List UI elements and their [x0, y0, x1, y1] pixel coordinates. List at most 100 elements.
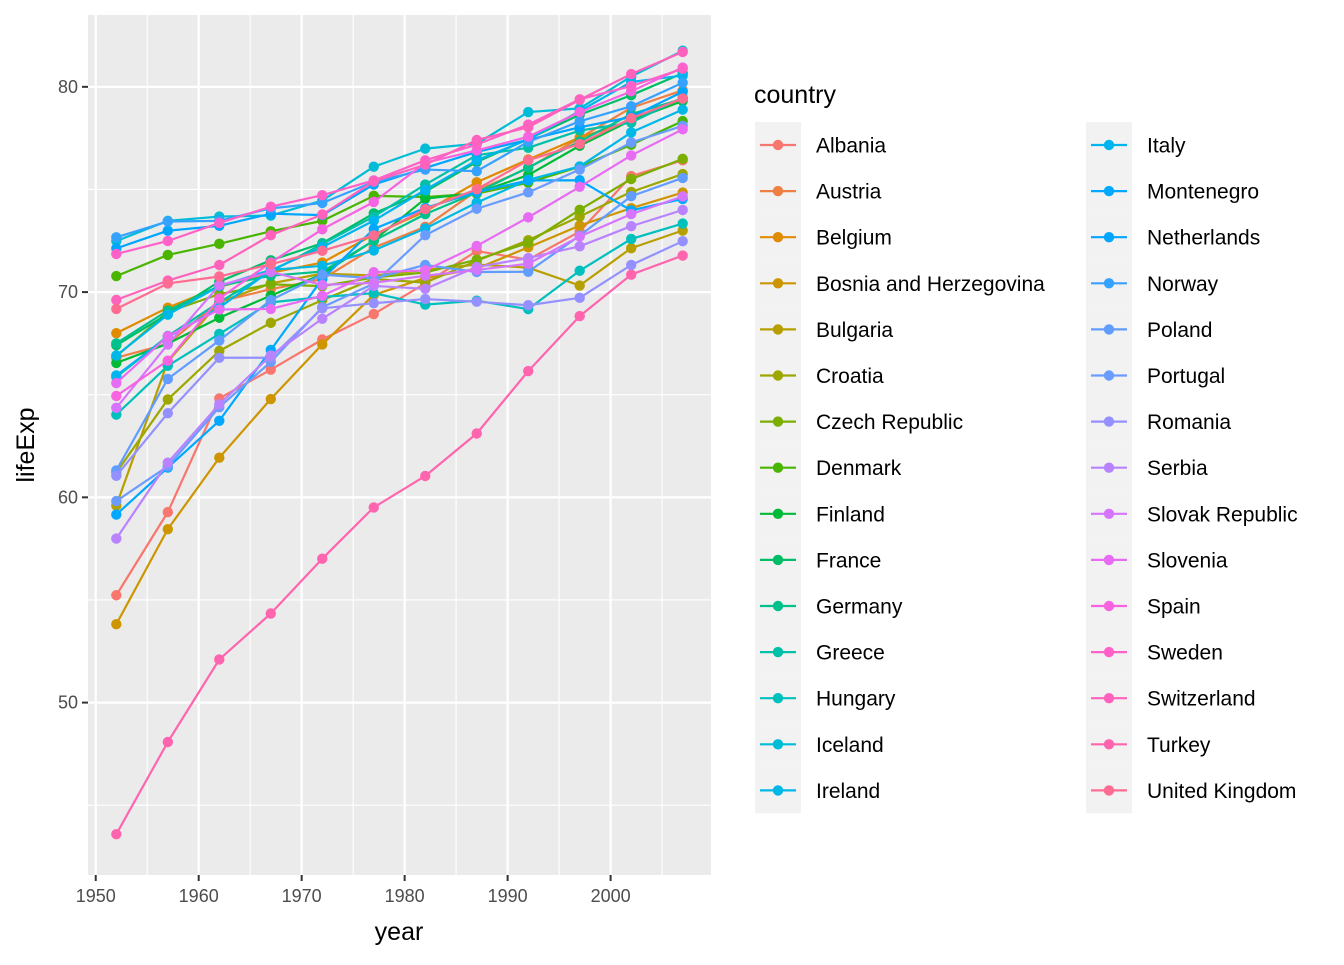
- legend: country Albania Austria Belgium Bosnia and …: [754, 81, 1298, 814]
- series-line: [115, 66, 684, 397]
- data-point: [523, 212, 534, 223]
- data-point: [471, 155, 482, 166]
- data-point: [111, 590, 122, 601]
- data-point: [162, 339, 174, 350]
- data-point: [162, 394, 174, 405]
- series-line: [115, 222, 683, 416]
- data-point: [471, 203, 482, 214]
- legend-label: Albania: [816, 135, 886, 158]
- series-line: [115, 49, 684, 243]
- data-point: [162, 523, 174, 535]
- series-line: [116, 67, 684, 255]
- legend-label: Bosnia and Herzegovina: [816, 273, 1045, 296]
- data-point: [111, 470, 122, 481]
- legend-label: Romania: [1147, 411, 1231, 434]
- legend-item: Denmark: [755, 444, 902, 491]
- legend-key-point: [772, 693, 784, 704]
- legend-item: Serbia: [1086, 444, 1208, 491]
- data-point: [111, 303, 122, 315]
- data-point: [574, 292, 585, 304]
- series-line: [115, 72, 684, 347]
- series-line: [115, 179, 683, 516]
- series-romania: [111, 235, 688, 481]
- legend-label: Bulgaria: [816, 319, 893, 342]
- series-line: [115, 74, 683, 377]
- data-point: [162, 309, 174, 320]
- data-point: [265, 303, 276, 315]
- data-point: [625, 269, 637, 280]
- legend-item: Slovak Republic: [1086, 490, 1298, 537]
- legend-key-point: [1103, 278, 1115, 289]
- legend-key-point: [1103, 416, 1115, 427]
- legend-item: Poland: [1086, 306, 1212, 353]
- x-tick-label: 1970: [282, 886, 322, 906]
- legend-item: France: [755, 536, 881, 583]
- data-point: [162, 407, 174, 419]
- legend-item: Sweden: [1086, 629, 1223, 676]
- data-point: [317, 209, 328, 220]
- data-point: [471, 428, 482, 439]
- data-point: [265, 279, 276, 290]
- data-point: [265, 317, 276, 329]
- data-point: [625, 173, 637, 185]
- data-point: [471, 296, 482, 307]
- data-point: [574, 181, 585, 192]
- data-point: [471, 134, 482, 146]
- data-point: [111, 370, 122, 381]
- data-point: [214, 293, 225, 304]
- data-point: [111, 232, 122, 243]
- y-axis-title: lifeExp: [12, 407, 40, 482]
- data-point: [574, 138, 585, 150]
- data-point: [368, 297, 379, 309]
- data-point: [523, 106, 534, 118]
- data-point: [420, 265, 431, 276]
- data-point: [677, 93, 688, 104]
- legend-label: Turkey: [1147, 734, 1211, 757]
- data-point: [111, 509, 122, 520]
- legend-label: Switzerland: [1147, 688, 1256, 711]
- series-turkey: [111, 250, 688, 840]
- data-point: [471, 264, 482, 276]
- data-point: [265, 266, 276, 278]
- data-point: [111, 327, 122, 339]
- data-point: [523, 155, 534, 166]
- legend-key-point: [772, 232, 784, 243]
- data-point: [368, 161, 379, 172]
- legend-key-point: [1103, 370, 1115, 381]
- legend-item: Belgium: [755, 214, 892, 261]
- data-point: [574, 106, 585, 118]
- series-line: [115, 50, 684, 301]
- data-point: [574, 241, 585, 252]
- data-point: [574, 164, 585, 175]
- data-point: [111, 533, 122, 544]
- series-united-kingdom: [111, 93, 688, 315]
- data-point: [574, 220, 585, 231]
- data-point: [574, 310, 585, 322]
- data-point: [574, 280, 585, 291]
- data-point: [574, 204, 585, 215]
- legend-item: Albania: [755, 122, 886, 168]
- data-point: [111, 270, 122, 282]
- data-point: [368, 287, 379, 299]
- data-point: [677, 63, 688, 74]
- legend-item: Hungary: [755, 675, 896, 722]
- data-point: [574, 231, 585, 242]
- legend-key-point: [772, 646, 784, 658]
- y-tick-label: 80: [58, 77, 78, 97]
- legend-item: Netherlands: [1086, 214, 1260, 261]
- data-point: [677, 77, 688, 88]
- series-line: [115, 124, 684, 502]
- series-line: [115, 195, 684, 409]
- legend-key-point: [1103, 646, 1115, 658]
- legend-key-point: [772, 508, 784, 519]
- data-point: [368, 308, 379, 320]
- series-slovak-republic: [111, 191, 688, 414]
- legend-key-point: [772, 139, 784, 151]
- legend-item: United Kingdom: [1086, 767, 1296, 814]
- data-point: [317, 339, 328, 350]
- data-point: [214, 304, 225, 315]
- legend-label: Germany: [816, 596, 903, 619]
- data-point: [214, 280, 225, 291]
- x-tick-label: 2000: [591, 886, 631, 906]
- legend-key-point: [772, 785, 784, 796]
